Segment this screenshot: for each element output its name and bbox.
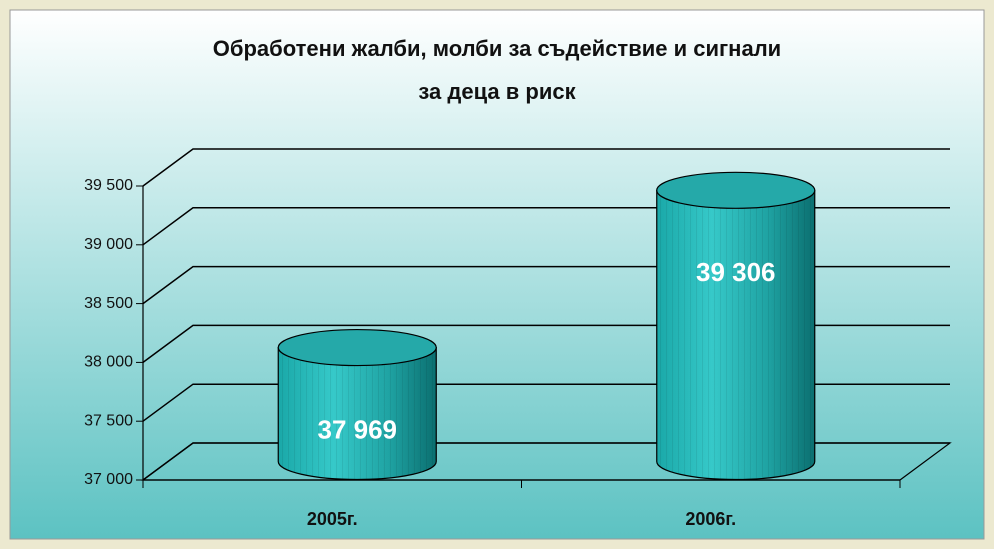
bar-stripes [278, 347, 437, 480]
y-tick-label: 39 500 [84, 177, 133, 194]
chart-subtitle: за деца в риск [418, 79, 576, 104]
bar-top [277, 328, 437, 367]
x-tick-label: 2005г. [307, 509, 358, 529]
bar-top [656, 171, 816, 209]
y-tick-label: 37 500 [84, 412, 133, 429]
y-tick-label: 38 000 [84, 354, 133, 371]
y-tick-label: 39 000 [84, 236, 133, 253]
plot-panel [9, 9, 985, 540]
y-tick-label: 38 500 [84, 295, 133, 312]
x-tick-label: 2006г. [685, 509, 736, 529]
bar-stripes [656, 190, 815, 480]
y-tick-label: 37 000 [84, 471, 133, 488]
grid-line [142, 148, 950, 187]
value-label: 39 306 [696, 257, 776, 287]
value-label: 37 969 [317, 414, 397, 444]
chart-title: Обработени жалби, молби за съдействие и … [213, 36, 781, 61]
